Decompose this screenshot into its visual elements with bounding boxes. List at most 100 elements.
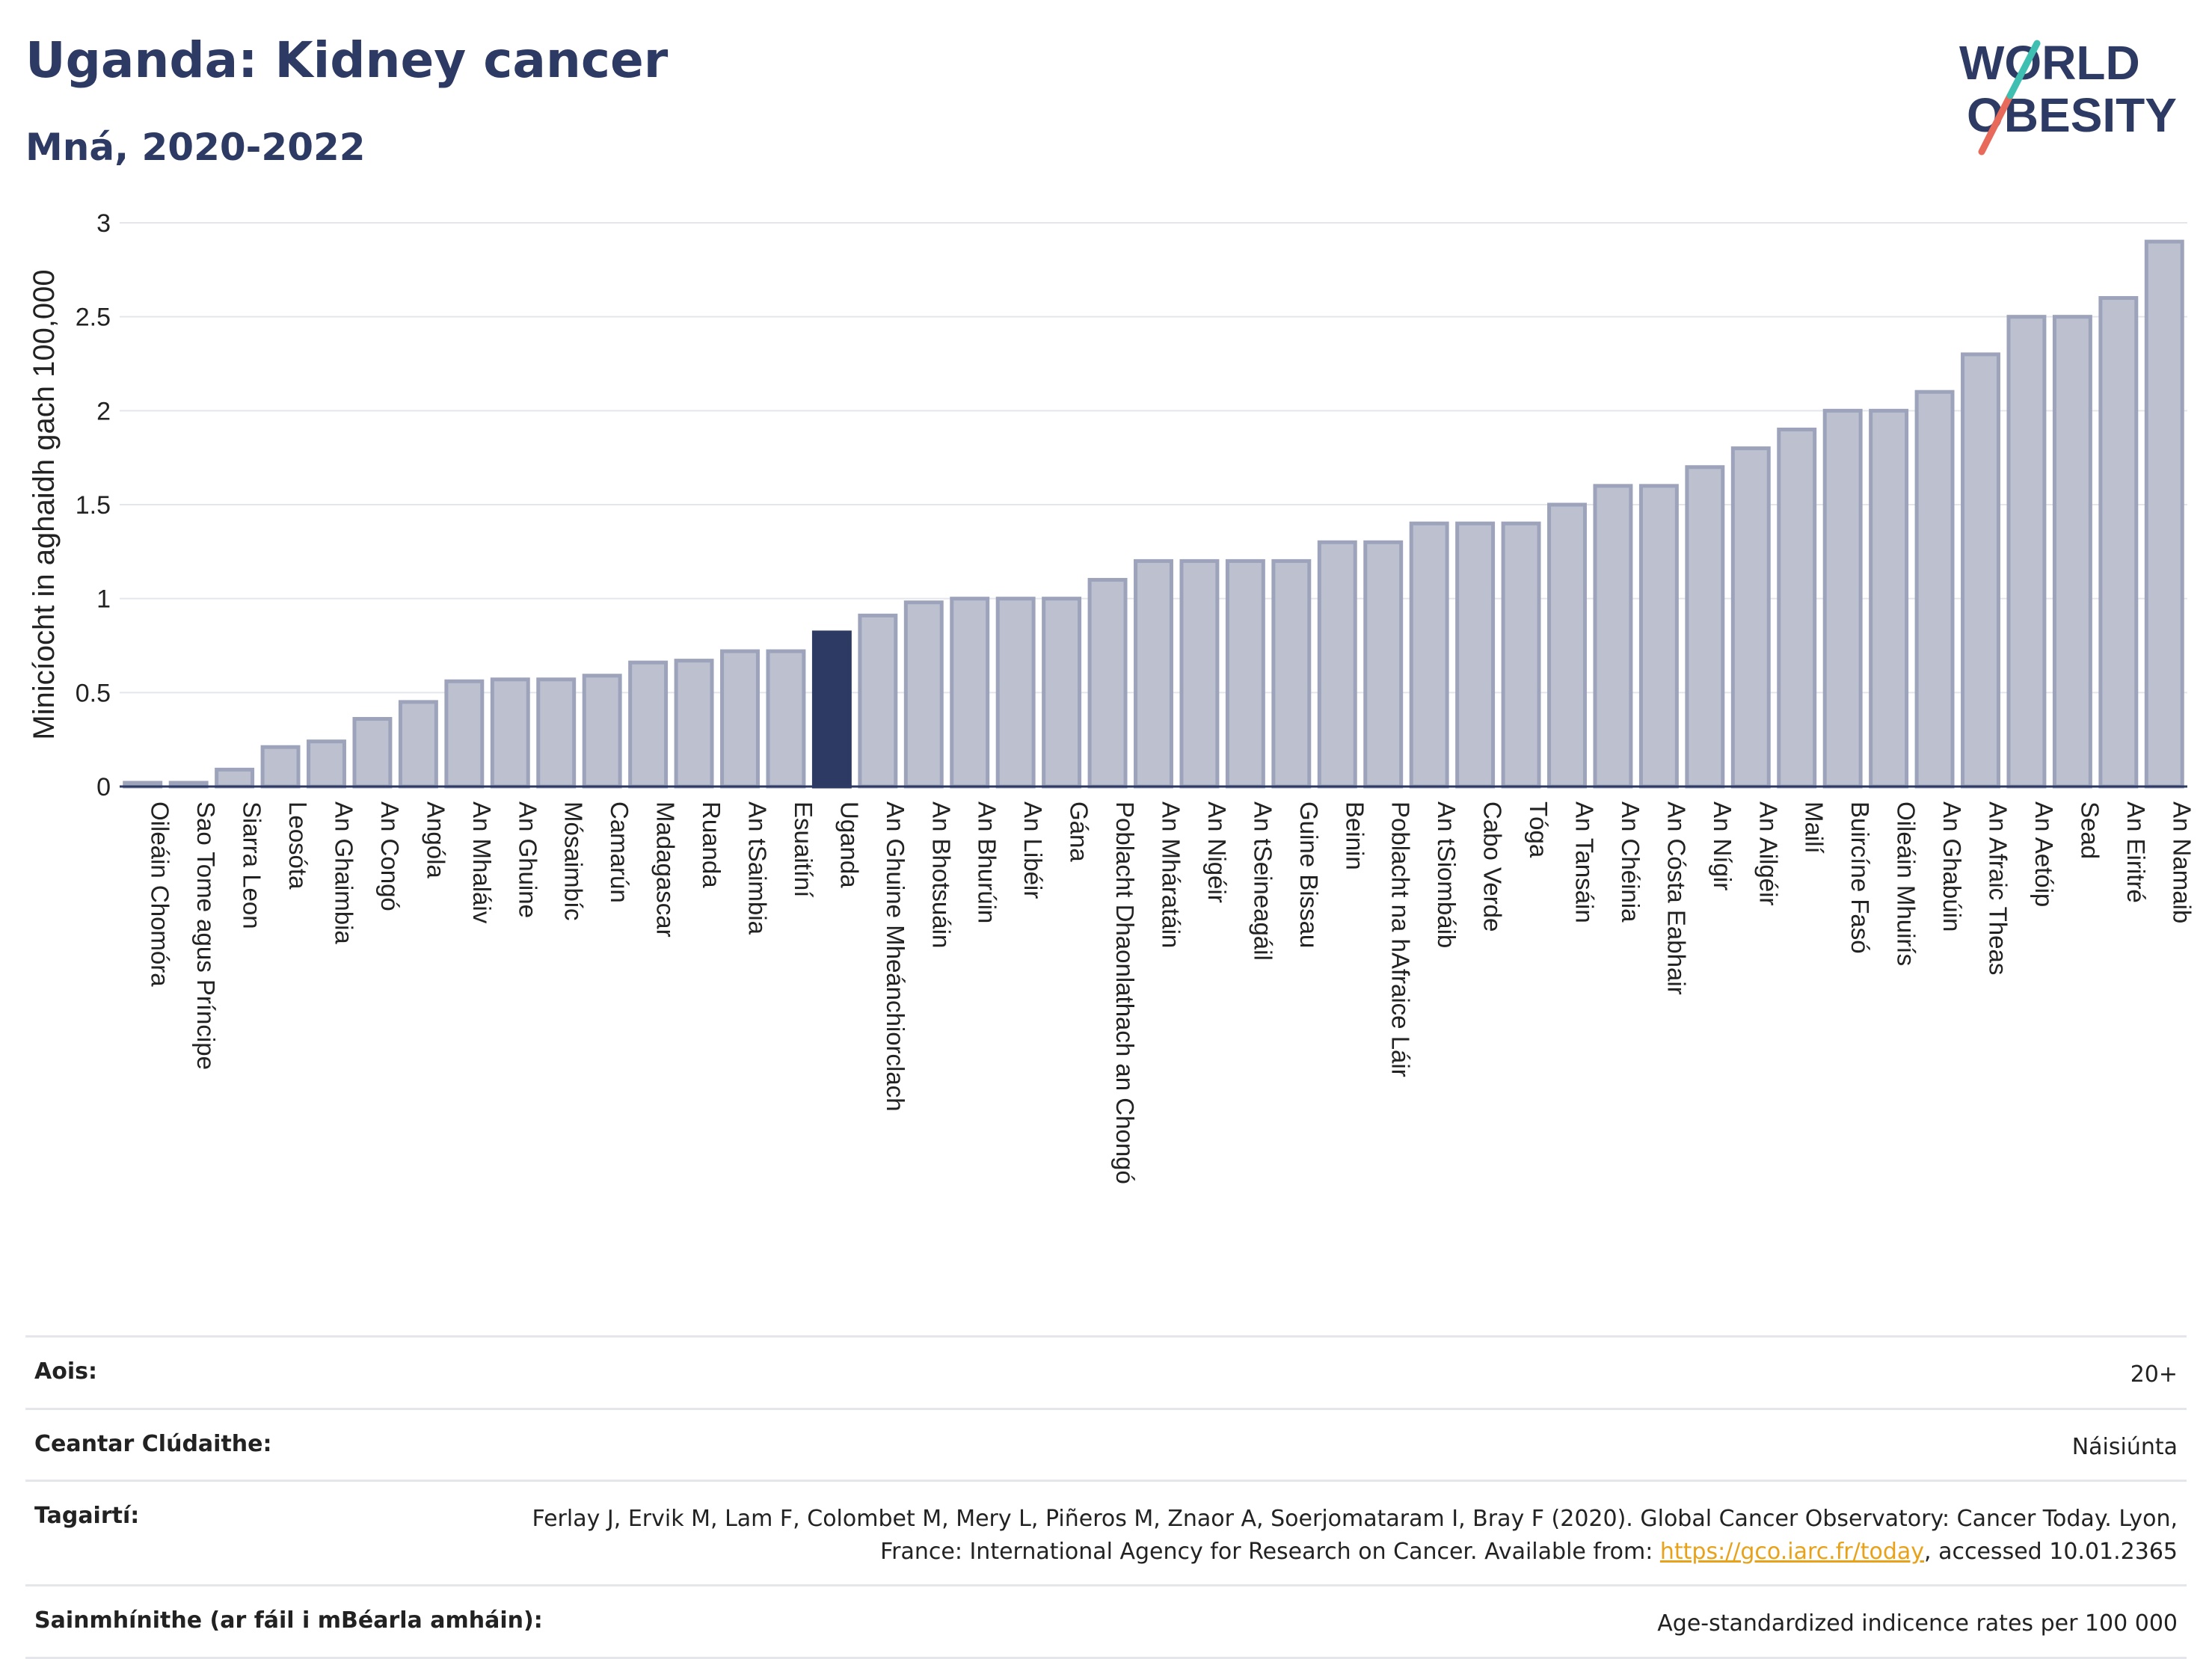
x-tick-label: An Nigéir: [1203, 801, 1231, 903]
bar: [1042, 597, 1082, 789]
definitions-label: Sainmhínithe (ar fáil i mBéarla amháin):: [34, 1607, 543, 1634]
bar: [1271, 558, 1312, 789]
bar: [536, 677, 577, 789]
y-tick-label: 0.5: [76, 679, 111, 707]
x-tick-label: Mailí: [1801, 801, 1828, 854]
references-text-2: , accessed 10.01.2365: [1924, 1538, 2178, 1565]
references-text: Ferlay J, Ervik M, Lam F, Colombet M, Me…: [517, 1503, 2178, 1568]
x-tick-label: An Namaib: [2168, 801, 2196, 923]
bar: [674, 659, 714, 789]
x-tick-label: Oileáin Chomóra: [147, 801, 174, 987]
x-tick-label: Beinin: [1341, 801, 1368, 870]
x-tick-label: An Cósta Eabhair: [1662, 801, 1690, 995]
logo-slash-red: [1978, 92, 2014, 156]
footer-row-definitions: Sainmhínithe (ar fáil i mBéarla amháin):…: [25, 1584, 2187, 1659]
info-table: Aois: 20+ Ceantar Clúdaithe: Náisiúnta T…: [25, 1335, 2187, 1659]
bar: [1547, 502, 1587, 789]
x-tick-label: Angóla: [422, 801, 449, 878]
footer-row-references: Tagairtí: Ferlay J, Ervik M, Lam F, Colo…: [25, 1480, 2187, 1584]
bar: [1777, 427, 1817, 789]
x-tick-label: Sao Tome agus Príncipe: [192, 801, 220, 1070]
x-tick-label: Tóga: [1525, 801, 1552, 858]
references-label: Tagairtí:: [34, 1503, 140, 1529]
x-tick-label: Madagascar: [652, 801, 680, 938]
logo-slash-teal: [2006, 40, 2041, 99]
x-tick-label: Poblacht Dhaonlathach an Chongó: [1111, 801, 1139, 1184]
bar: [1363, 540, 1404, 789]
y-tick-label: 3: [96, 209, 111, 238]
bar: [1730, 446, 1771, 789]
x-tick-label: Leosóta: [284, 801, 312, 890]
bar: [260, 745, 301, 789]
bar: [444, 679, 485, 789]
y-tick-label: 0: [96, 773, 111, 801]
bar: [858, 613, 898, 789]
references-link[interactable]: https://gco.iarc.fr/today: [1659, 1538, 1925, 1565]
footer-row-area: Ceantar Clúdaithe: Náisiúnta: [25, 1407, 2187, 1480]
x-tick-label: An Tansáin: [1571, 801, 1599, 923]
x-tick-label: Uganda: [835, 801, 863, 888]
bar: [1179, 558, 1220, 789]
x-tick-label: Guine Bissau: [1295, 801, 1323, 948]
x-tick-label: An Aetóip: [2030, 801, 2058, 907]
bar: [1685, 465, 1725, 789]
bar: [1317, 540, 1357, 789]
age-label: Aois:: [34, 1358, 97, 1385]
bar: [307, 739, 346, 789]
x-tick-label: An Congó: [376, 801, 404, 911]
chart-subtitle: Mná, 2020-2022: [25, 126, 366, 169]
x-tick-label: An Nígir: [1709, 801, 1736, 890]
x-tick-label: An Ghuine: [514, 801, 541, 918]
bar: [215, 767, 255, 789]
area-value: Náisiúnta: [2071, 1433, 2178, 1460]
bar: [1822, 408, 1863, 789]
bar: [2052, 315, 2092, 789]
bar: [1638, 484, 1679, 789]
bar: [1409, 521, 1449, 789]
bar: [1593, 484, 1633, 789]
bar: [903, 600, 944, 789]
bars: [123, 239, 2184, 789]
x-tick-label: An Bhotsuáin: [927, 801, 955, 948]
logo-line-1: WORLD: [1959, 36, 2140, 90]
bar: [2144, 239, 2184, 789]
bar: [582, 674, 622, 789]
bar: [720, 649, 760, 789]
x-tick-label: An Ghabúin: [1938, 801, 1966, 932]
x-tick-label: An Mhaláiv: [468, 801, 496, 924]
bar: [766, 649, 806, 789]
y-tick-label: 2.5: [76, 304, 111, 332]
x-tick-label: Gána: [1066, 801, 1093, 862]
bar-highlight: [811, 630, 852, 789]
x-tick-label: An tSaimbia: [744, 801, 772, 935]
y-tick-label: 1: [96, 585, 111, 614]
x-tick-label: An Ghuine Mheánchiorclach: [882, 801, 909, 1112]
bar: [398, 700, 438, 789]
x-tick-label: An tSeineagáil: [1249, 801, 1276, 961]
age-value: 20+: [2130, 1361, 2178, 1388]
y-tick-label: 2: [96, 397, 111, 425]
footer-row-age: Aois: 20+: [25, 1335, 2187, 1408]
axes: 0 0.5 1 1.5 2 2.5 3 Minicíocht in aghaidh gach …: [28, 209, 2187, 801]
x-tick-label: An Bhurúin: [974, 801, 1001, 923]
y-axis-title: Minicíocht in aghaidh gach 100,000: [28, 269, 61, 739]
x-tick-label: Camarún: [606, 801, 633, 903]
chart-title: Uganda: Kidney cancer: [25, 31, 669, 89]
x-tick-label: An tSiombáib: [1433, 801, 1460, 948]
x-tick-label: Oileáin Mhuirís: [1893, 801, 1920, 966]
x-tick-label: An Afraic Theas: [1985, 801, 2012, 975]
area-label: Ceantar Clúdaithe:: [34, 1430, 272, 1457]
bar: [950, 597, 990, 789]
x-tick-label: Buircíne Fasó: [1846, 801, 1874, 954]
x-tick-label: Esuaitíní: [790, 801, 817, 897]
bar: [1869, 408, 1909, 789]
x-tick-label: Mósaimbíc: [560, 801, 588, 921]
bar: [1134, 558, 1173, 789]
y-tick-label: 1.5: [76, 491, 111, 520]
x-tick-label: Siarra Leon: [239, 801, 266, 929]
bar: [352, 717, 393, 789]
bar: [490, 677, 530, 789]
bar: [995, 597, 1036, 789]
bar: [1225, 558, 1265, 789]
bar: [2098, 296, 2139, 789]
